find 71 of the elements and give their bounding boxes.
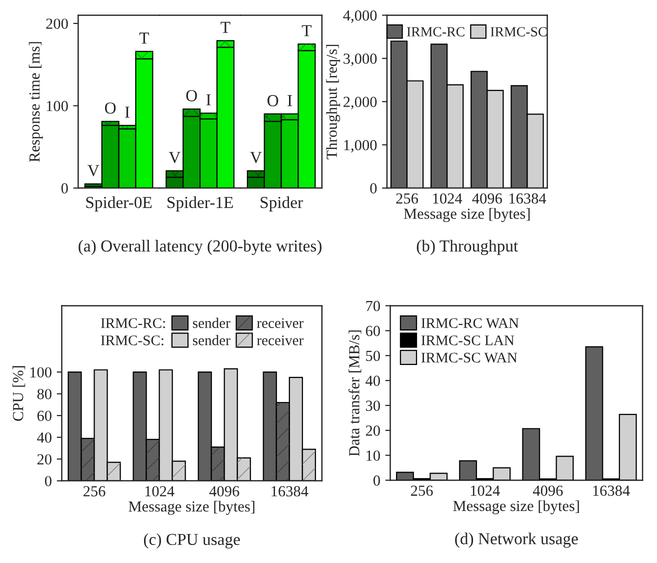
y-tick-label: 0 (370, 183, 377, 194)
x-tick-label: T (302, 25, 312, 36)
y-tick-label: 4,000 (343, 10, 377, 23)
x-axis-title: Spider-0E (86, 196, 152, 212)
x-tick-label: V (250, 152, 262, 164)
x-tick-label: 1024 (433, 193, 462, 204)
text: (c) CPU usage (144, 533, 240, 548)
x-tick-label: I (206, 94, 211, 106)
y-tick-label: 20 (37, 454, 52, 464)
x-tick-label: 16384 (509, 193, 546, 204)
text: (b) Throughput (416, 240, 518, 256)
y-tick-label: 1,000 (344, 140, 377, 152)
y-tick-label: 80 (37, 388, 52, 400)
x-tick-label: 256 (396, 193, 418, 204)
y-tick-label: 50 (366, 350, 380, 362)
y-tick-label: 60 (37, 410, 52, 421)
x-axis-title: Message size [bytes] (453, 500, 579, 514)
x-tick-label: O (268, 95, 278, 106)
y-axis-title: Throughput [req/s] (326, 44, 340, 160)
x-tick-label: 16384 (272, 486, 308, 496)
y-axis-title: CPU [%] (12, 366, 26, 421)
y-tick-label: 40 (37, 432, 52, 443)
y-tick-label: 0 (44, 476, 52, 486)
x-tick-label: 1024 (470, 486, 500, 496)
x-tick-label: O (186, 90, 197, 102)
y-tick-label: 10 (366, 450, 380, 461)
x-tick-label: T (139, 32, 150, 44)
x-tick-label: 256 (411, 486, 433, 496)
x-tick-label: T (220, 22, 230, 33)
x-tick-label: 16384 (593, 486, 630, 496)
legend-label: IRMC-RC (406, 27, 464, 36)
y-tick-label: 40 (366, 376, 380, 386)
text: (a) Overall latency (200-byte writes) (78, 240, 322, 256)
y-tick-label: 20 (366, 426, 380, 436)
y-tick-label: 200 (46, 18, 68, 29)
y-tick-label: 30 (366, 400, 380, 411)
legend-label: IRMC-SC LAN (421, 335, 514, 346)
x-axis-title: Spider-1E (168, 196, 233, 212)
annotation: IRMC-SC: (101, 335, 164, 346)
y-tick-label: 0 (373, 475, 380, 486)
text: (d) Network usage (455, 532, 578, 548)
x-tick-label: 4096 (472, 193, 502, 204)
annotation: IRMC-RC: (101, 318, 165, 328)
x-axis-title: Spider (260, 196, 303, 212)
legend-label: IRMC-SC (490, 27, 546, 36)
x-tick-label: 4096 (209, 486, 240, 496)
x-tick-label: I (288, 95, 292, 106)
x-tick-label: 1024 (145, 486, 174, 496)
y-tick-label: 2,000 (344, 96, 377, 110)
x-tick-label: O (105, 102, 116, 114)
legend-label: IRMC-RC WAN (421, 318, 519, 328)
y-tick-label: 0 (61, 183, 68, 194)
y-tick-label: 3,000 (344, 54, 377, 66)
y-tick-label: 100 (46, 100, 68, 112)
x-tick-label: V (88, 165, 100, 176)
x-tick-label: I (125, 106, 130, 118)
x-tick-label: 256 (83, 486, 106, 496)
legend-label: IRMC-SC WAN (421, 352, 518, 363)
x-axis-title: Message size [bytes] (404, 208, 530, 222)
legend-label: sender (192, 335, 230, 346)
y-axis-title: Data transfer [MB/s] (348, 330, 362, 456)
x-axis-title: Message size [bytes] (128, 500, 254, 515)
y-axis-title: Response time [ms] (28, 42, 43, 162)
x-tick-label: V (168, 152, 180, 164)
legend-label: receiver (256, 318, 304, 328)
y-tick-label: 60 (366, 326, 380, 336)
y-tick-label: 100 (30, 367, 52, 378)
legend-label: sender (192, 318, 230, 328)
x-tick-label: 4096 (532, 486, 563, 496)
legend-label: receiver (256, 335, 304, 346)
y-tick-label: 70 (366, 300, 380, 312)
